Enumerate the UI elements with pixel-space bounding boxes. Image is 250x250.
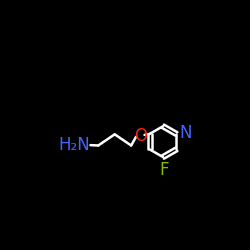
Text: H₂N: H₂N	[58, 136, 90, 154]
Text: F: F	[159, 161, 169, 179]
Text: N: N	[179, 124, 192, 142]
Text: O: O	[134, 127, 147, 145]
